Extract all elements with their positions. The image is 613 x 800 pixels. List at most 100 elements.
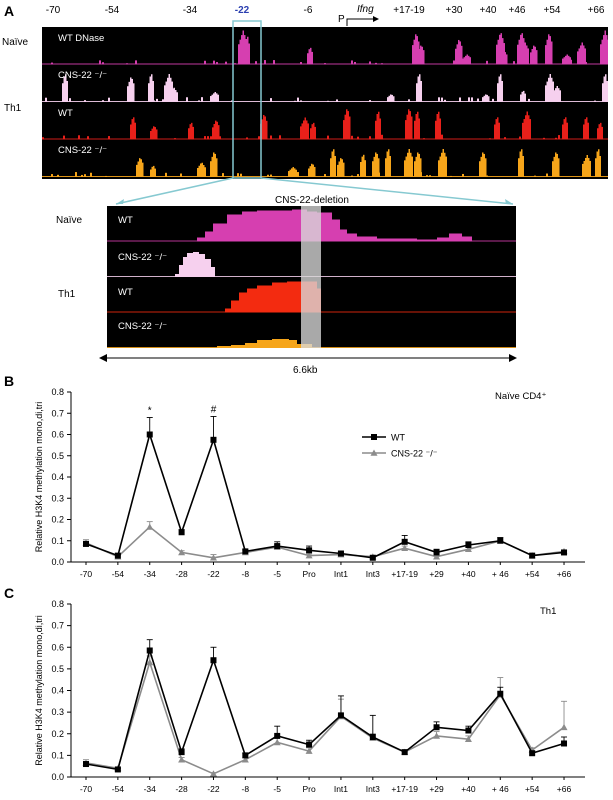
point xyxy=(433,732,441,739)
point xyxy=(114,552,121,559)
chart-b: 0.0 0.1 0.2 0.3 0.4 0.5 0.6 0.7 0.8 -70 -54 -34 -28 -… xyxy=(34,387,585,579)
ytick-7: 0.7 xyxy=(51,621,64,631)
panel-a-letter: A xyxy=(4,3,15,19)
point xyxy=(529,750,536,757)
xtick-12: +40 xyxy=(461,784,476,794)
zoom-label-cns22-th1: CNS-22 ⁻/⁻ xyxy=(118,321,168,332)
ytick-0: 0.0 xyxy=(51,557,64,567)
genome-position-8: +46 xyxy=(508,5,526,16)
xtick-3: -28 xyxy=(175,569,188,579)
annotation-1: # xyxy=(211,404,217,415)
genome-position-7: +40 xyxy=(479,5,497,16)
deletion-highlight xyxy=(301,206,321,348)
point xyxy=(337,712,344,719)
genome-position-9: +54 xyxy=(543,5,561,16)
xtick-14: +54 xyxy=(525,569,540,579)
point xyxy=(146,431,153,438)
xtick-2: -34 xyxy=(144,784,157,794)
series-1 xyxy=(82,655,568,777)
xtick-8: Int1 xyxy=(334,784,348,794)
xtick-13: + 46 xyxy=(492,784,509,794)
series-line-1 xyxy=(85,659,565,775)
row-label-th1: Th1 xyxy=(4,103,22,114)
xtick-15: +66 xyxy=(557,569,572,579)
xtick-6: -5 xyxy=(273,784,281,794)
annotation-0: * xyxy=(148,406,152,417)
track-peaks-1 xyxy=(45,74,608,102)
ytick-4: 0.4 xyxy=(51,472,64,482)
zoom-connector xyxy=(115,20,514,205)
point xyxy=(401,544,409,551)
point xyxy=(178,756,186,763)
ytick-2: 0.2 xyxy=(51,515,64,525)
genome-position-2: -34 xyxy=(182,5,198,16)
promoter-label: P xyxy=(338,14,345,25)
scale-arrow xyxy=(99,354,517,362)
point xyxy=(146,658,154,666)
series-line-1 xyxy=(85,525,565,559)
point xyxy=(146,647,153,654)
panel-c-letter: C xyxy=(4,585,15,601)
track-peaks-3 xyxy=(51,149,601,177)
point xyxy=(274,732,281,739)
point xyxy=(561,740,568,747)
track-label-wt-dnase: WT DNase xyxy=(58,33,105,44)
point xyxy=(560,723,568,731)
ytick-6: 0.6 xyxy=(51,430,64,440)
xtick-14: +54 xyxy=(525,784,540,794)
point xyxy=(146,523,154,530)
track-label-cns22-naive: CNS-22 ⁻/⁻ xyxy=(58,70,108,81)
xtick-9: Int3 xyxy=(366,569,380,579)
xtick-5: -8 xyxy=(242,784,250,794)
xtick-8: Int1 xyxy=(334,569,348,579)
zoom-row-label-naive: Naïve xyxy=(56,215,83,226)
point xyxy=(83,761,89,768)
point xyxy=(210,436,217,443)
point xyxy=(464,735,472,742)
point xyxy=(305,747,313,754)
ytick-1: 0.1 xyxy=(51,536,64,546)
point xyxy=(209,770,217,777)
xtick-1: -54 xyxy=(112,784,125,794)
genome-position-5: +17-19 xyxy=(393,5,425,16)
legend-entry-1: CNS-22 ⁻/⁻ xyxy=(391,449,438,459)
xtick-4: -22 xyxy=(207,569,220,579)
point xyxy=(464,545,472,553)
track-label-wt-th1: WT xyxy=(58,108,73,119)
point xyxy=(305,552,313,559)
xtick-9: Int3 xyxy=(366,784,380,794)
point xyxy=(369,554,376,561)
series-line-0 xyxy=(85,431,565,559)
point xyxy=(529,552,536,559)
xtick-10: +17-19 xyxy=(391,569,418,579)
ylabel: Relative H3K4 methylation mono,di,tri xyxy=(34,402,44,553)
xtick-3: -28 xyxy=(175,784,188,794)
row-label-naive: Naïve xyxy=(2,37,29,48)
ytick-5: 0.5 xyxy=(51,451,64,461)
point xyxy=(401,538,408,545)
ytick-2: 0.2 xyxy=(51,729,64,739)
point xyxy=(114,766,121,773)
legend-entry-0: WT xyxy=(391,433,405,443)
ytick-4: 0.4 xyxy=(51,686,64,696)
gene-arrow-icon xyxy=(346,16,379,26)
ylabel: Relative H3K4 methylation mono,di,tri xyxy=(34,615,44,766)
series-0 xyxy=(83,639,568,773)
chart-c: 0.0 0.1 0.2 0.3 0.4 0.5 0.6 0.7 0.8 -70 -54 -34 -28 -… xyxy=(34,599,585,794)
genome-position-3: -22 xyxy=(234,5,250,16)
ytick-7: 0.7 xyxy=(51,408,64,418)
genome-position-6: +30 xyxy=(445,5,463,16)
ytick-3: 0.3 xyxy=(51,707,64,717)
scale-label: 6.6kb xyxy=(293,365,318,376)
xtick-13: + 46 xyxy=(492,569,509,579)
point xyxy=(209,554,217,561)
genome-position-4: -6 xyxy=(303,5,313,16)
xtick-7: Pro xyxy=(302,569,316,579)
point xyxy=(337,550,344,557)
point xyxy=(178,529,185,536)
xtick-5: -8 xyxy=(242,569,250,579)
ytick-3: 0.3 xyxy=(51,493,64,503)
point xyxy=(242,752,249,759)
ytick-8: 0.8 xyxy=(51,599,64,609)
xtick-7: Pro xyxy=(302,784,316,794)
